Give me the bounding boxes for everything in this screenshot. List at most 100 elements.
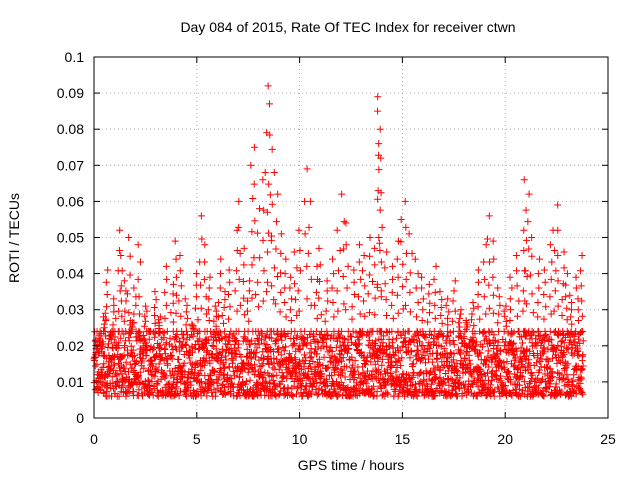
data-point <box>426 299 434 307</box>
data-point <box>444 295 452 303</box>
data-point <box>136 310 144 318</box>
data-point <box>250 180 258 188</box>
data-point <box>96 336 104 344</box>
data-point <box>374 195 382 203</box>
data-point <box>523 236 531 244</box>
data-point <box>445 308 453 316</box>
data-point <box>172 255 180 263</box>
data-point <box>126 271 134 279</box>
data-point <box>350 278 358 286</box>
data-point <box>572 284 580 292</box>
data-point <box>524 218 532 226</box>
data-point <box>183 327 191 335</box>
data-point <box>183 301 191 309</box>
data-point <box>388 327 396 335</box>
data-point <box>456 314 464 322</box>
data-point <box>130 319 138 327</box>
data-point <box>268 282 276 290</box>
data-point <box>574 306 582 314</box>
data-point <box>162 301 170 309</box>
data-point <box>418 317 426 325</box>
data-point <box>399 305 407 313</box>
data-point <box>562 293 570 301</box>
data-point <box>295 226 303 234</box>
x-tick-label: 20 <box>497 431 513 447</box>
data-point <box>444 314 452 322</box>
data-point <box>432 262 440 270</box>
data-point <box>132 301 140 309</box>
data-point <box>482 241 490 249</box>
data-point <box>393 255 401 263</box>
data-point <box>287 273 295 281</box>
data-point <box>171 237 179 245</box>
data-point <box>248 294 256 302</box>
data-point <box>266 131 274 139</box>
data-point <box>316 261 324 269</box>
data-point <box>399 260 407 268</box>
data-point <box>350 266 358 274</box>
y-tick-label: 0.03 <box>57 302 84 318</box>
data-point <box>304 249 312 257</box>
data-points <box>90 82 587 400</box>
data-point <box>235 275 243 283</box>
data-point <box>130 284 138 292</box>
data-point <box>480 293 488 301</box>
data-point <box>494 319 502 327</box>
x-tick-label: 10 <box>292 431 308 447</box>
data-point <box>263 208 271 216</box>
data-point <box>488 327 496 335</box>
data-point <box>217 255 225 263</box>
data-point <box>282 313 290 321</box>
data-point <box>140 322 148 330</box>
data-point <box>554 302 562 310</box>
data-point <box>245 317 253 325</box>
data-point <box>212 322 220 330</box>
data-point <box>529 309 537 317</box>
data-point <box>489 273 497 281</box>
data-point <box>202 310 210 318</box>
data-point <box>135 293 143 301</box>
data-point <box>578 252 586 260</box>
data-point <box>546 293 554 301</box>
data-point <box>293 311 301 319</box>
data-point <box>225 315 233 323</box>
data-point <box>574 295 582 303</box>
data-point <box>457 306 465 314</box>
data-point <box>94 371 102 379</box>
data-point <box>112 314 120 322</box>
data-point <box>485 304 493 312</box>
data-point <box>563 316 571 324</box>
data-point <box>377 258 385 266</box>
data-point <box>552 267 560 275</box>
data-point <box>259 297 267 305</box>
data-point <box>303 295 311 303</box>
data-point <box>256 205 264 213</box>
data-point <box>313 314 321 322</box>
data-point <box>251 217 259 225</box>
data-point <box>521 267 529 275</box>
data-point <box>535 327 543 335</box>
data-point <box>267 232 275 240</box>
data-point <box>486 258 494 266</box>
data-point <box>321 317 329 325</box>
data-point <box>513 267 521 275</box>
data-point <box>375 166 383 174</box>
data-point <box>272 300 280 308</box>
y-tick-label: 0.06 <box>57 193 84 209</box>
data-point <box>103 291 111 299</box>
data-point <box>236 301 244 309</box>
data-point <box>534 313 542 321</box>
data-point <box>217 270 225 278</box>
data-point <box>294 287 302 295</box>
data-point <box>102 315 110 323</box>
data-point <box>343 284 351 292</box>
data-point <box>324 297 332 305</box>
data-point <box>572 273 580 281</box>
data-point <box>430 275 438 283</box>
data-point <box>246 277 254 285</box>
data-point <box>579 327 587 335</box>
data-point <box>351 291 359 299</box>
data-point <box>357 275 365 283</box>
data-point <box>506 306 514 314</box>
data-point <box>393 291 401 299</box>
